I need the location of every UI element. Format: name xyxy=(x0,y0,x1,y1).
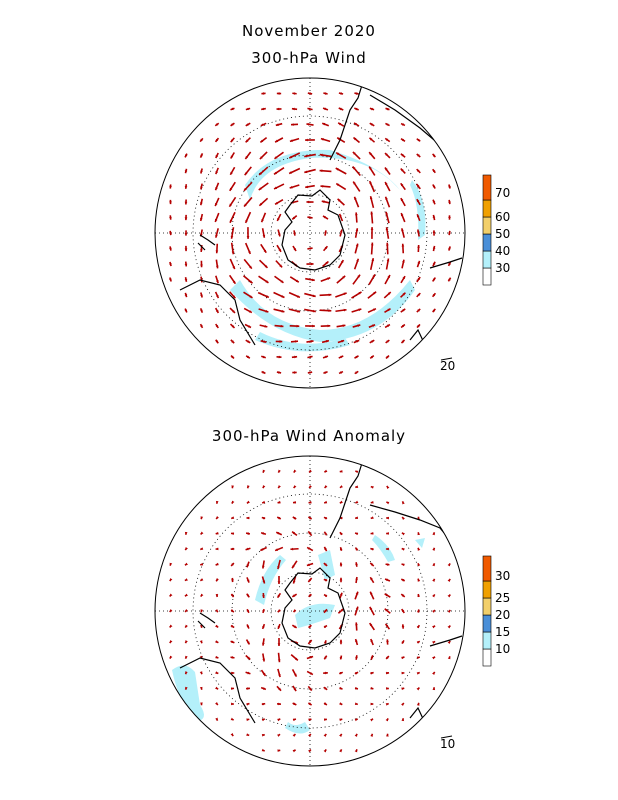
antarctica-coast xyxy=(281,189,346,271)
south-africa-coast xyxy=(429,257,463,269)
reference-arrow xyxy=(440,357,453,361)
south-africa-coast xyxy=(429,635,463,647)
colorbar-label: 25 xyxy=(495,591,510,605)
colorbar-label: 50 xyxy=(495,227,510,241)
anomaly-shading xyxy=(295,603,335,628)
colorbar-bin xyxy=(482,631,492,650)
panel1-title: 300-hPa Wind xyxy=(251,49,367,67)
anomaly-vectors xyxy=(169,469,451,753)
figure-title: November 2020 xyxy=(242,22,376,40)
australia-coast xyxy=(179,279,256,346)
colorbar: 30 40 50 60 70 xyxy=(482,174,510,286)
panel2-title: 300-hPa Wind Anomaly xyxy=(211,427,407,445)
australia-coast xyxy=(179,657,256,724)
anomaly-shading xyxy=(172,665,204,722)
new-zealand-coast xyxy=(197,612,216,629)
colorbar-bin xyxy=(482,614,492,633)
colorbar-label: 30 xyxy=(495,569,510,583)
colorbar-label: 15 xyxy=(495,625,510,639)
colorbar-label: 40 xyxy=(495,244,510,258)
colorbar-label: 70 xyxy=(495,186,510,200)
colorbar-bin xyxy=(482,174,492,201)
map-boundary xyxy=(154,455,466,767)
south-america-coast xyxy=(329,462,363,539)
anomaly-shading xyxy=(415,538,425,548)
new-zealand-coast xyxy=(197,234,216,251)
antarctica-coast xyxy=(281,567,346,649)
colorbar-label: 60 xyxy=(495,210,510,224)
wind-speed-shading xyxy=(245,149,400,200)
wind-vectors xyxy=(169,92,452,375)
colorbar-label: 10 xyxy=(495,642,510,656)
colorbar-bin xyxy=(482,580,492,599)
colorbar-label: 20 xyxy=(495,608,510,622)
reference-vector-label: 10 xyxy=(440,737,455,751)
wind-speed-shading xyxy=(410,180,426,240)
colorbar: 10 15 20 25 30 xyxy=(482,555,510,667)
colorbar-label: 30 xyxy=(495,261,510,275)
island-coast xyxy=(409,706,426,724)
south-america-coast xyxy=(329,84,363,161)
africa-coast xyxy=(369,504,451,541)
reference-arrow xyxy=(440,735,453,739)
anomaly-shading xyxy=(372,535,395,562)
map-boundary xyxy=(154,77,466,389)
reference-vector-label: 20 xyxy=(440,359,455,373)
anomaly-shading xyxy=(255,555,286,605)
colorbar-bin xyxy=(482,555,492,582)
colorbar-bin xyxy=(482,648,492,667)
wind-speed-shading xyxy=(255,332,350,352)
colorbar-bin xyxy=(482,597,492,616)
anomaly-shading xyxy=(285,722,310,734)
